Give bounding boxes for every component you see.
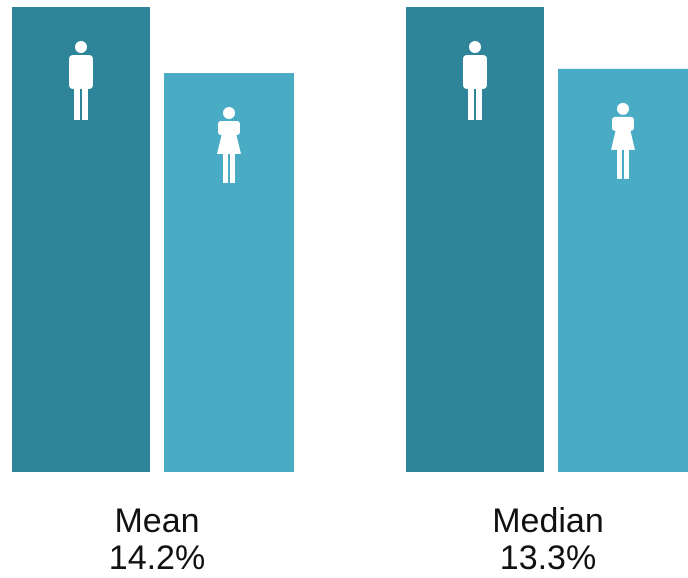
woman-icon <box>611 102 635 179</box>
icon-leg <box>617 147 622 179</box>
gap-label: 13.3% <box>500 539 596 577</box>
icon-head <box>75 41 87 53</box>
woman-icon <box>217 107 241 184</box>
icon-body <box>463 55 487 89</box>
category-label: Median <box>492 502 604 540</box>
man-icon <box>69 41 93 120</box>
icon-leg <box>223 152 228 184</box>
icon-leg <box>82 80 88 120</box>
gap-label: 14.2% <box>109 539 205 577</box>
icon-head <box>617 102 629 115</box>
category-label: Mean <box>114 502 199 540</box>
icon-leg <box>476 80 482 120</box>
man-icon <box>463 41 487 120</box>
icon-leg <box>624 147 629 179</box>
icon-leg <box>74 80 80 120</box>
icon-leg <box>468 80 474 120</box>
icon-leg <box>230 152 235 184</box>
icon-skirt <box>611 128 635 150</box>
icon-body <box>69 55 93 89</box>
icon-head <box>223 107 235 120</box>
icon-head <box>469 41 481 53</box>
icon-torso <box>612 116 634 131</box>
icon-skirt <box>217 133 241 155</box>
icon-torso <box>218 121 240 136</box>
